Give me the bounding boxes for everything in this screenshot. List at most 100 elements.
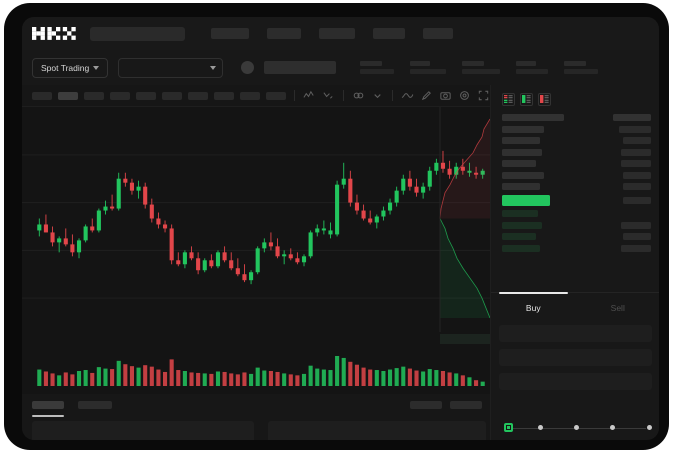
orderbook-row-cur-6[interactable] — [502, 194, 651, 206]
stat-label — [360, 61, 383, 66]
nav-items — [211, 28, 453, 39]
orderbook-row-ask-2[interactable] — [502, 148, 651, 156]
last-price-value — [264, 61, 337, 74]
order-form-fields — [499, 325, 652, 397]
orderbook-price — [502, 171, 544, 179]
indicator-icon[interactable] — [303, 89, 316, 102]
nav-item-1[interactable] — [211, 28, 249, 39]
orderbook-row-ask-4[interactable] — [502, 171, 651, 179]
search-input[interactable] — [90, 26, 185, 41]
slider-step-4[interactable] — [646, 425, 652, 430]
timeframe-button-2[interactable] — [84, 91, 104, 100]
tab-order-history[interactable] — [78, 401, 112, 409]
orderbook-amount — [623, 171, 651, 179]
tab-buy[interactable]: Buy — [491, 292, 576, 322]
orderbook-header[interactable] — [502, 114, 651, 121]
nav-item-3[interactable] — [319, 28, 355, 39]
stat-label — [516, 61, 537, 66]
toolbar-divider — [343, 90, 344, 101]
nav-item-2[interactable] — [267, 28, 301, 39]
stat-value — [360, 69, 395, 74]
orderbook-amount — [623, 233, 651, 240]
trading-pair-select[interactable] — [118, 57, 224, 78]
market-mode-selector[interactable]: Spot Trading — [32, 57, 109, 78]
bottom-actions — [410, 401, 482, 409]
timeframe-button-0[interactable] — [32, 91, 52, 100]
toolbar-divider — [392, 90, 393, 101]
chart-type-icon[interactable] — [322, 89, 335, 102]
stat-value — [564, 69, 599, 74]
orderbook-amount — [619, 125, 651, 133]
orderbook-row-bid-7[interactable] — [502, 210, 651, 217]
stat-label — [410, 61, 431, 66]
order-price-field[interactable] — [499, 325, 652, 342]
stat-turnover — [564, 61, 599, 74]
timeframe-button-5[interactable] — [162, 91, 182, 100]
orderbook-row-ask-0[interactable] — [502, 125, 651, 133]
stat-value — [462, 69, 501, 74]
volume-chart[interactable] — [22, 332, 490, 394]
timeframe-button-9[interactable] — [266, 91, 286, 100]
orderbook-row-bid-10[interactable] — [502, 244, 651, 252]
orderbook-amount — [621, 244, 651, 252]
bottom-action-2[interactable] — [450, 401, 482, 409]
orderbook-price — [502, 233, 536, 240]
ticker-stats — [360, 61, 599, 74]
tab-sell[interactable]: Sell — [610, 302, 625, 313]
camera-icon[interactable] — [439, 89, 452, 102]
bottom-panel-left — [32, 421, 254, 440]
timeframe-button-7[interactable] — [214, 91, 234, 100]
orderbook-trade-panel: Buy Sell — [490, 85, 659, 440]
order-total-field[interactable] — [499, 373, 652, 390]
fullscreen-icon[interactable] — [477, 89, 490, 102]
dropdown-icon[interactable] — [371, 89, 384, 102]
orderbook-row-ask-5[interactable] — [502, 183, 651, 190]
orderbook-price — [502, 114, 564, 121]
market-mode-label: Spot Trading — [41, 62, 90, 73]
timeframe-button-1[interactable] — [58, 91, 78, 100]
slider-step-1[interactable] — [537, 425, 543, 430]
bottom-panel-right — [268, 421, 486, 440]
orderbook-row-ask-1[interactable] — [502, 137, 651, 144]
line-tool-icon[interactable] — [401, 89, 414, 102]
okx-logo-icon[interactable] — [32, 27, 76, 41]
compare-icon[interactable] — [352, 89, 365, 102]
orderbook-row-bid-9[interactable] — [502, 233, 651, 240]
nav-item-5[interactable] — [423, 28, 453, 39]
orderbook-bids-icon[interactable] — [520, 93, 533, 106]
orderbook-row-ask-3[interactable] — [502, 160, 651, 167]
orderbook-both-icon[interactable] — [502, 93, 515, 106]
slider-step-2[interactable] — [574, 425, 579, 430]
price-chart[interactable] — [22, 107, 490, 332]
nav-item-4[interactable] — [373, 28, 405, 39]
timeframe-button-6[interactable] — [188, 91, 208, 100]
orderbook-row-bid-8[interactable] — [502, 221, 651, 229]
orderbook-rows[interactable] — [491, 112, 659, 252]
timeframe-button-3[interactable] — [110, 91, 130, 100]
bottom-action-1[interactable] — [410, 401, 442, 409]
chevron-down-icon — [93, 65, 100, 70]
orderbook-asks-icon[interactable] — [538, 93, 551, 106]
settings-gear-icon[interactable] — [458, 89, 471, 102]
order-form-tabs: Buy Sell — [491, 292, 659, 322]
orderbook-amount — [621, 148, 651, 156]
stat-label — [462, 61, 485, 66]
device-bezel: Spot Trading — [4, 3, 669, 450]
pencil-icon[interactable] — [420, 89, 433, 102]
bottom-panels — [32, 421, 486, 440]
stat-value — [516, 69, 549, 74]
bottom-orders-bar — [22, 394, 490, 440]
timeframe-button-8[interactable] — [240, 91, 260, 100]
active-tab-indicator — [32, 415, 64, 417]
tab-open-orders[interactable] — [32, 401, 64, 409]
timeframe-group — [32, 91, 286, 100]
slider-step-0[interactable] — [504, 423, 513, 432]
orderbook-price — [502, 148, 542, 156]
slider-step-3[interactable] — [610, 425, 616, 430]
order-amount-field[interactable] — [499, 349, 652, 366]
orderbook-amount — [621, 160, 651, 167]
top-navigation-bar — [22, 17, 659, 50]
timeframe-button-4[interactable] — [136, 91, 156, 100]
percent-slider[interactable] — [504, 423, 652, 433]
